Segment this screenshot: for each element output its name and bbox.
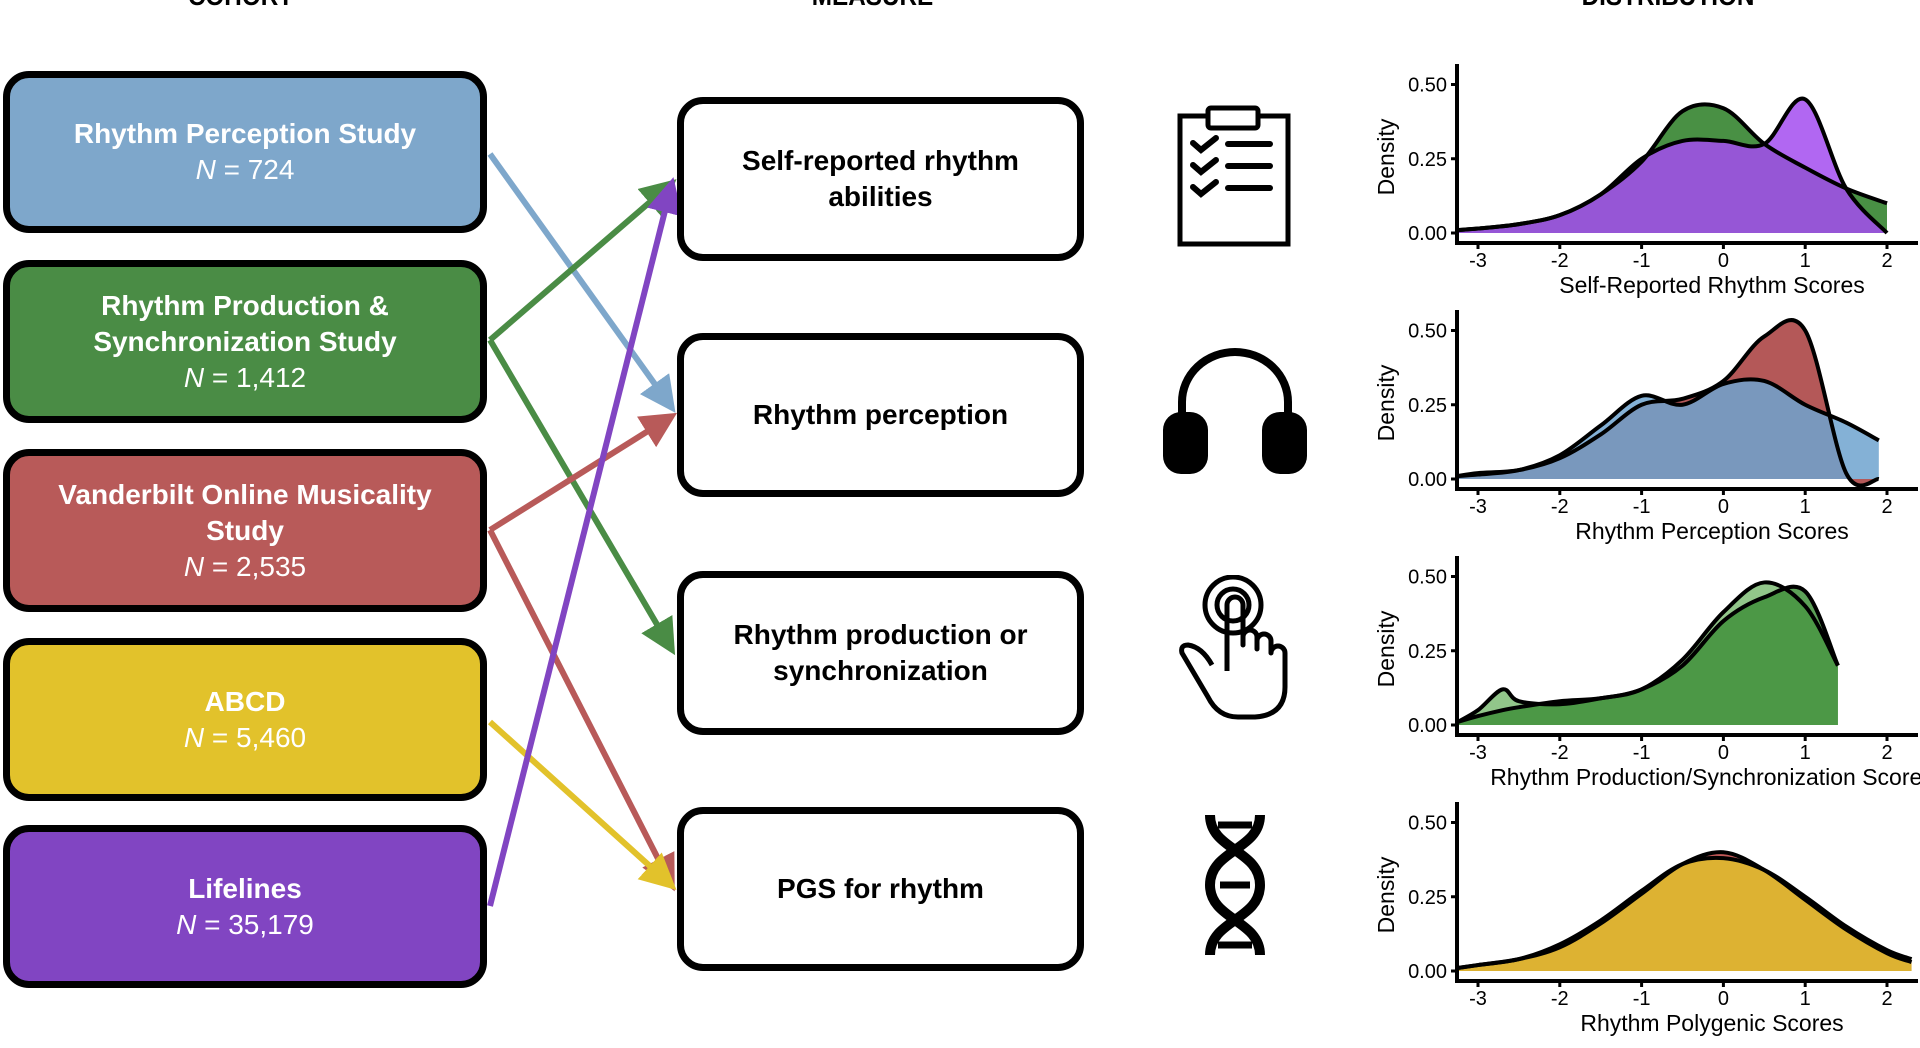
x-tick-label: 1 bbox=[1800, 988, 1811, 1010]
x-tick-label: 2 bbox=[1881, 496, 1892, 518]
x-axis-label: Self-Reported Rhythm Scores bbox=[1559, 272, 1865, 298]
arrow-link bbox=[488, 412, 678, 533]
cohort-name: Lifelines bbox=[188, 872, 302, 904]
x-tick-label: -3 bbox=[1469, 742, 1487, 764]
cohort-n: N = 2,535 bbox=[183, 550, 307, 582]
y-tick-label: 0.25 bbox=[1408, 641, 1447, 663]
x-tick-label: 0 bbox=[1718, 496, 1729, 518]
y-tick-label: 0.00 bbox=[1408, 715, 1447, 737]
clipboard-checklist-icon bbox=[1177, 105, 1291, 247]
arrow-link bbox=[487, 338, 676, 656]
x-tick-label: -2 bbox=[1551, 742, 1569, 764]
arrow-link bbox=[487, 719, 677, 891]
cohort-measure-arrows bbox=[487, 152, 683, 907]
y-tick-label: 0.00 bbox=[1408, 469, 1447, 491]
density-area-series-1 bbox=[1457, 98, 1887, 233]
density-area-series-1 bbox=[1457, 586, 1838, 725]
y-axis-label: Density bbox=[1373, 610, 1399, 687]
y-tick-label: 0.00 bbox=[1408, 223, 1447, 245]
cohort-name: Rhythm Perception Study bbox=[73, 118, 417, 149]
y-tick-label: 0.50 bbox=[1408, 567, 1447, 589]
y-tick-label: 0.25 bbox=[1408, 149, 1447, 171]
cohort-rhythm-production-study: Rhythm Production & Synchronization Stud… bbox=[3, 260, 487, 423]
header-distribution: DISTRIBUTION bbox=[1582, 0, 1755, 12]
x-tick-label: -2 bbox=[1551, 496, 1569, 518]
x-tick-label: 2 bbox=[1881, 742, 1892, 764]
y-tick-label: 0.50 bbox=[1408, 813, 1447, 835]
y-axis-label: Density bbox=[1373, 364, 1399, 441]
x-tick-label: -2 bbox=[1551, 250, 1569, 272]
cohort-vanderbilt-online-musicality-study: Vanderbilt Online Musicality Study N = 2… bbox=[3, 449, 487, 612]
y-tick-label: 0.25 bbox=[1408, 887, 1447, 909]
density-chart-self-reported: 0.00 0.25 0.50 -3 -2 -1 0 1 2 Self-Reported Rhyth… bbox=[1373, 64, 1918, 298]
density-chart-perception: 0.00 0.25 0.50 -3 -2 -1 0 1 2 Rhythm Perception S… bbox=[1373, 310, 1918, 544]
y-tick-label: 0.00 bbox=[1408, 961, 1447, 983]
density-line-series-1 bbox=[1457, 855, 1913, 971]
cohort-lifelines: Lifelines N = 35,179 bbox=[3, 825, 487, 988]
cohort-rhythm-perception-study: Rhythm Perception Study N = 724 bbox=[3, 71, 487, 233]
x-tick-label: -3 bbox=[1469, 250, 1487, 272]
x-tick-label: 0 bbox=[1718, 988, 1729, 1010]
measure-self-reported: Self-reported rhythm abilities bbox=[677, 97, 1084, 261]
finger-tap-icon bbox=[1179, 575, 1288, 720]
x-tick-label: -3 bbox=[1469, 496, 1487, 518]
cohort-n: N = 35,179 bbox=[176, 908, 314, 940]
x-tick-label: -3 bbox=[1469, 988, 1487, 1010]
x-tick-label: 2 bbox=[1881, 250, 1892, 272]
cohort-n: N = 5,460 bbox=[183, 721, 307, 753]
header-cohort: COHORT bbox=[188, 0, 293, 12]
y-tick-label: 0.25 bbox=[1408, 395, 1447, 417]
headphones-icon bbox=[1163, 348, 1307, 474]
cohort-name: Rhythm Production & Synchronization Stud… bbox=[93, 289, 397, 357]
x-tick-label: -2 bbox=[1551, 988, 1569, 1010]
x-tick-label: 2 bbox=[1881, 988, 1892, 1010]
x-tick-label: 1 bbox=[1800, 250, 1811, 272]
y-tick-label: 0.50 bbox=[1408, 75, 1447, 97]
y-tick-label: 0.50 bbox=[1408, 321, 1447, 343]
x-axis-label: Rhythm Perception Scores bbox=[1575, 518, 1849, 544]
x-tick-label: -1 bbox=[1633, 496, 1651, 518]
cohort-name: ABCD bbox=[204, 685, 286, 717]
density-area-series-1 bbox=[1457, 857, 1912, 971]
y-axis-label: Density bbox=[1373, 118, 1399, 195]
x-tick-label: 0 bbox=[1718, 250, 1729, 272]
arrow-link bbox=[487, 528, 675, 892]
y-axis-label: Density bbox=[1373, 856, 1399, 933]
x-axis-label: Rhythm Polygenic Scores bbox=[1580, 1010, 1843, 1036]
density-line-series-1 bbox=[1457, 96, 1889, 235]
arrow-link bbox=[487, 152, 676, 413]
density-line-series-1 bbox=[1457, 377, 1880, 479]
x-tick-label: 1 bbox=[1800, 496, 1811, 518]
x-tick-label: -1 bbox=[1633, 250, 1651, 272]
x-tick-label: -1 bbox=[1633, 742, 1651, 764]
x-axis-label: Rhythm Production/Synchronization Scores bbox=[1490, 764, 1920, 790]
x-tick-label: -1 bbox=[1633, 988, 1651, 1010]
measure-rhythm-production: Rhythm production or synchronization bbox=[677, 571, 1084, 735]
measure-pgs: PGS for rhythm bbox=[677, 807, 1084, 971]
density-line-series-1 bbox=[1456, 584, 1840, 724]
cohort-n: N = 1,412 bbox=[183, 361, 307, 393]
x-tick-label: 0 bbox=[1718, 742, 1729, 764]
arrow-link bbox=[487, 177, 683, 907]
measure-rhythm-perception: Rhythm perception bbox=[677, 333, 1084, 497]
cohort-abcd: ABCD N = 5,460 bbox=[3, 638, 487, 801]
density-chart-polygenic: 0.00 0.25 0.50 -3 -2 -1 0 1 2 Rhythm Polygenic Sc… bbox=[1373, 802, 1918, 1036]
cohort-name: Vanderbilt Online Musicality Study bbox=[58, 478, 432, 546]
arrow-link bbox=[488, 179, 677, 343]
header-measure: MEASURE bbox=[812, 0, 934, 12]
x-tick-label: 1 bbox=[1800, 742, 1811, 764]
dna-icon bbox=[1204, 814, 1266, 956]
cohort-n: N = 724 bbox=[195, 154, 295, 185]
